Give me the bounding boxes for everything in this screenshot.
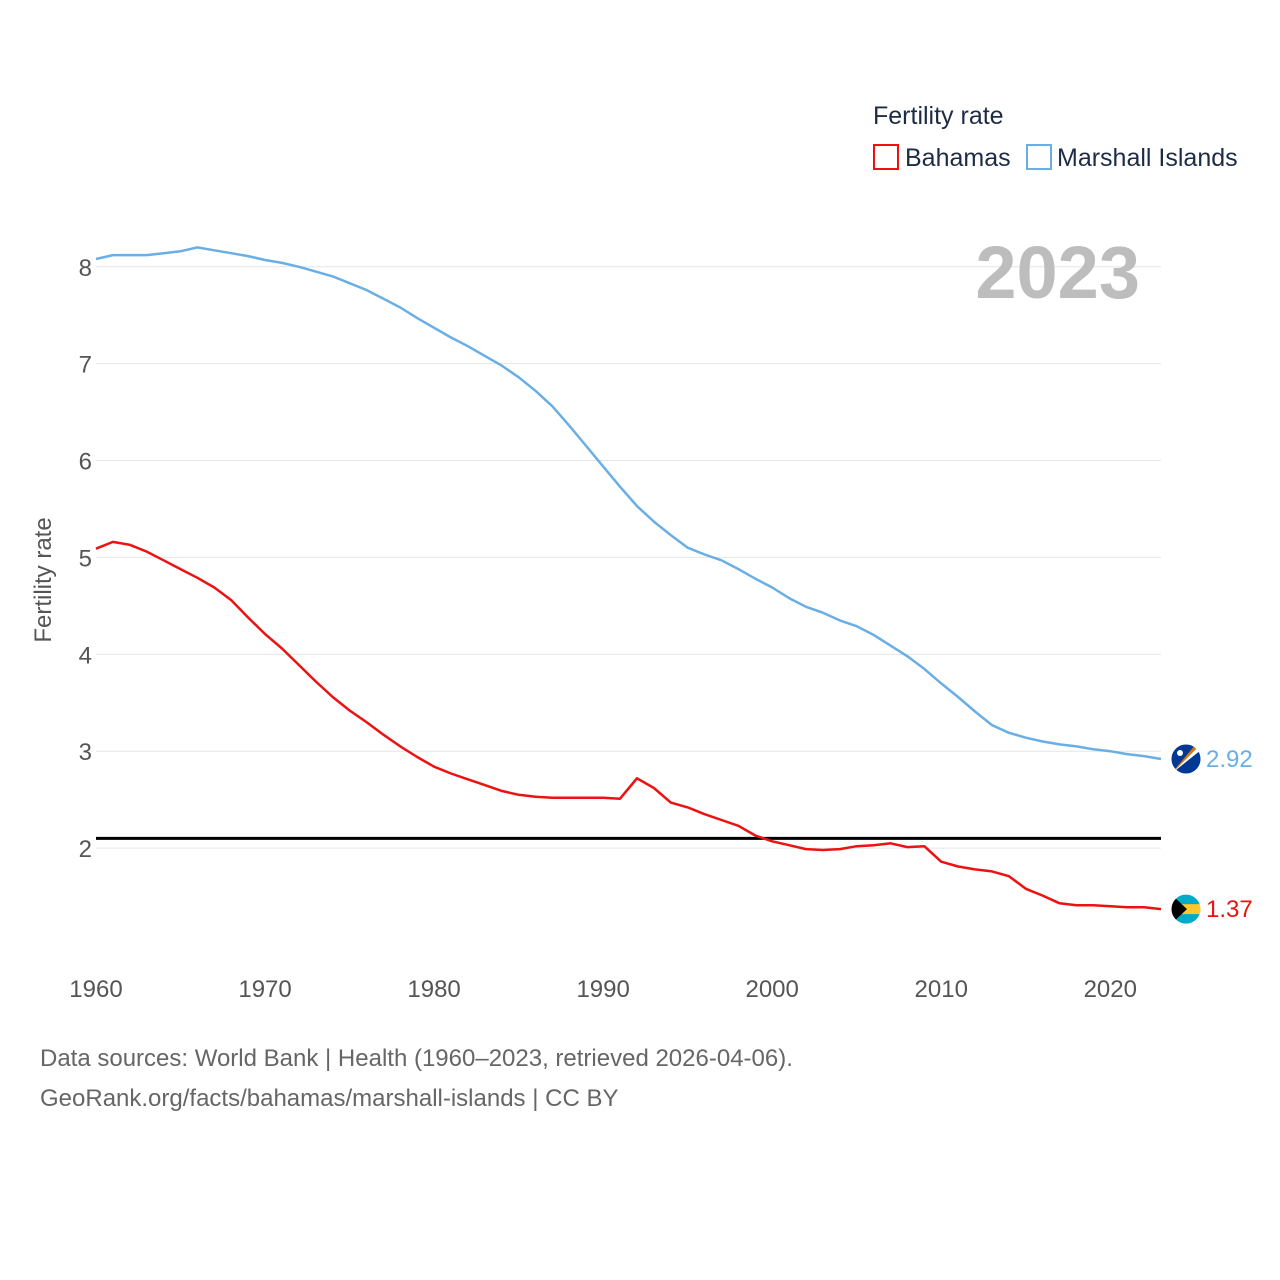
legend-label-marshall-islands: Marshall Islands (1057, 144, 1238, 172)
legend: Fertility rate Bahamas Marshall Islands (873, 102, 1238, 172)
y-tick-label: 3 (79, 739, 92, 766)
legend-swatch-marshall-islands (1026, 144, 1052, 170)
x-tick-label: 1990 (576, 976, 629, 1003)
y-axis-ticks: 2 3 4 5 6 7 8 (79, 255, 92, 863)
source-line-2: GeoRank.org/facts/bahamas/marshall-islan… (40, 1085, 619, 1112)
y-axis-title: Fertility rate (30, 517, 57, 642)
legend-title: Fertility rate (873, 102, 1004, 130)
x-axis-ticks: 1960 1970 1980 1990 2000 2010 2020 (69, 976, 1137, 1003)
legend-swatch-bahamas (873, 144, 899, 170)
x-tick-label: 1960 (69, 976, 122, 1003)
series-layer (95, 246, 1162, 911)
end-value-marshall-islands: 2.92 (1206, 746, 1253, 773)
series-line-marshall-islands (95, 246, 1162, 761)
y-tick-label: 6 (79, 449, 92, 476)
series-line-bahamas (95, 540, 1162, 911)
x-tick-label: 2000 (745, 976, 798, 1003)
x-tick-label: 1980 (407, 976, 460, 1003)
legend-item-bahamas[interactable]: Bahamas (873, 144, 1011, 172)
end-markers: 1.37 2.92 (1170, 743, 1253, 925)
legend-item-marshall-islands[interactable]: Marshall Islands (1026, 144, 1238, 172)
y-tick-label: 2 (79, 836, 92, 863)
grid-layer (96, 266, 1161, 849)
x-tick-label: 1970 (238, 976, 291, 1003)
bahamas-flag-icon (1170, 893, 1202, 925)
source-line-1: Data sources: World Bank | Health (1960–… (40, 1045, 793, 1072)
legend-label-bahamas: Bahamas (905, 144, 1011, 172)
x-tick-label: 2020 (1084, 976, 1137, 1003)
x-tick-label: 2010 (915, 976, 968, 1003)
y-tick-label: 5 (79, 545, 92, 572)
y-tick-label: 4 (79, 642, 92, 669)
y-tick-label: 7 (79, 352, 92, 379)
marshall-islands-flag-icon (1170, 743, 1202, 775)
y-tick-label: 8 (79, 255, 92, 282)
year-label: 2023 (975, 231, 1140, 314)
end-value-bahamas: 1.37 (1206, 896, 1253, 923)
